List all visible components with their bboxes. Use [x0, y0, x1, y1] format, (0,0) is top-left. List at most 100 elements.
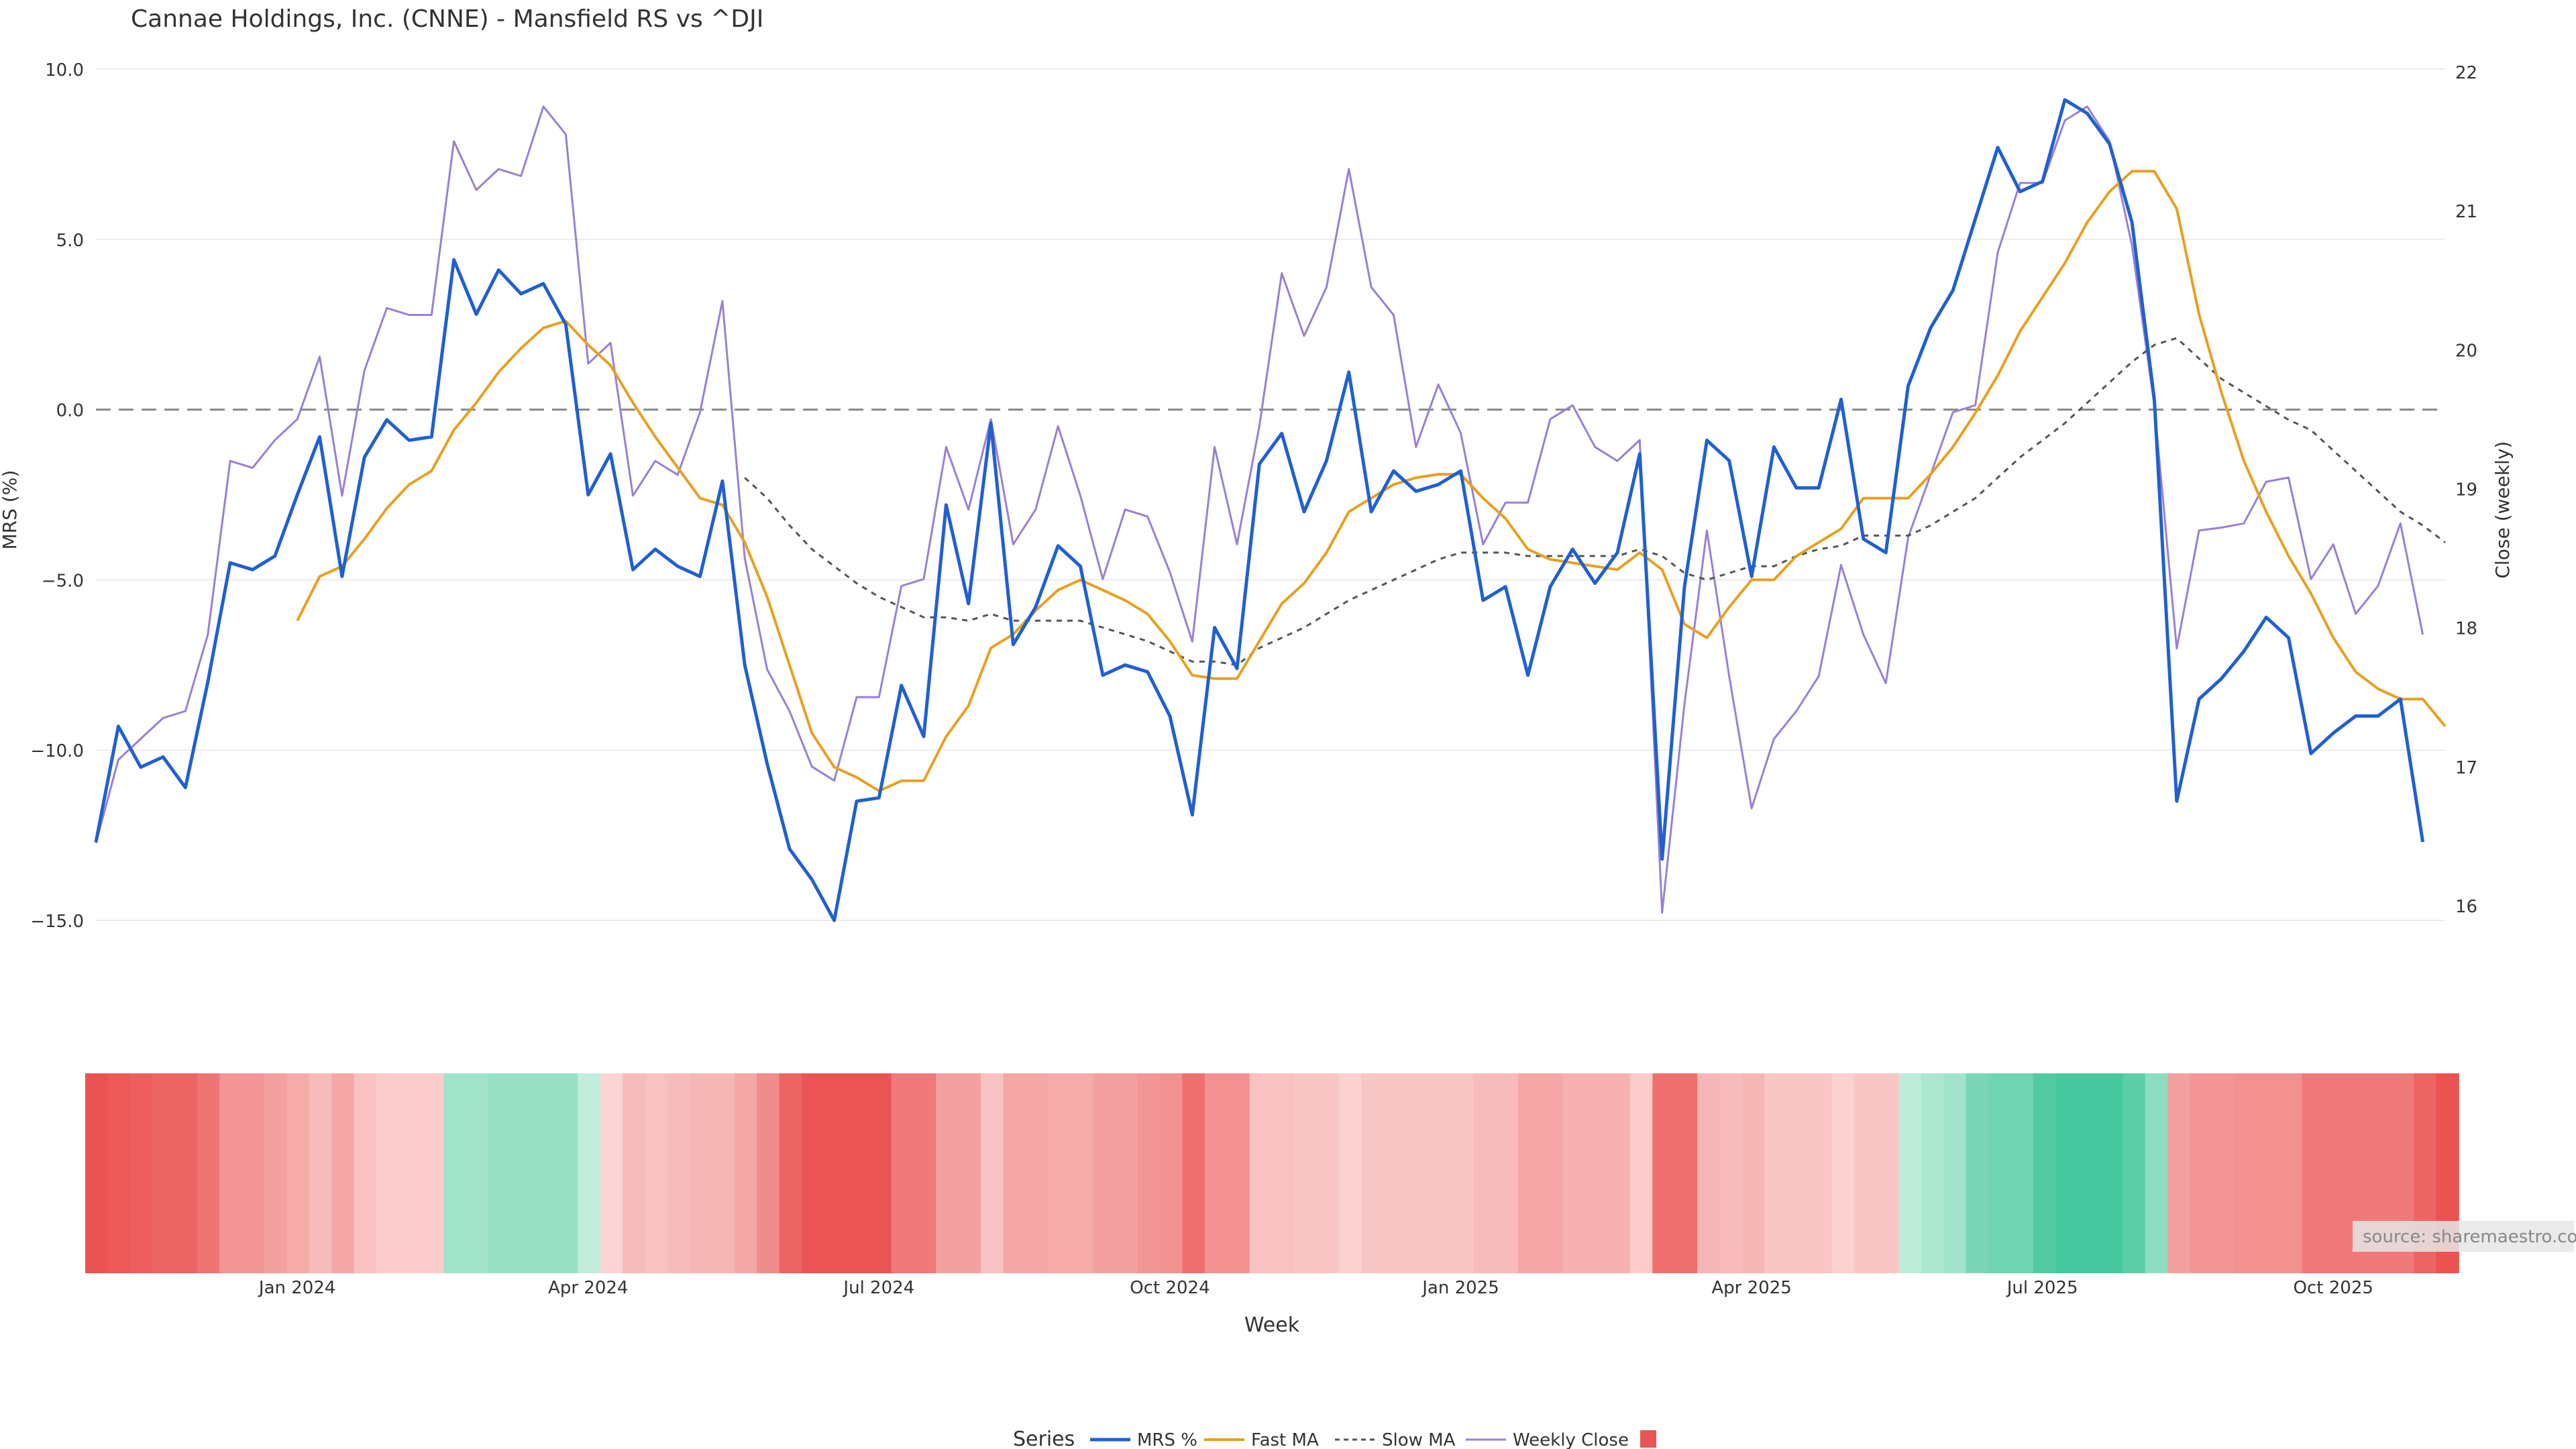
- y2-axis-label: Close (weekly): [2491, 441, 2514, 579]
- y2-tick-label: 17: [2455, 758, 2477, 778]
- legend-item-label: Slow MA: [1382, 1430, 1456, 1449]
- heat-cell: [1876, 1073, 1900, 1273]
- heat-cell: [936, 1073, 959, 1273]
- heat-cell: [1898, 1073, 1922, 1273]
- heat-cell: [824, 1073, 847, 1273]
- heat-cell: [891, 1073, 914, 1273]
- heat-cell: [869, 1073, 892, 1273]
- heat-cell: [1249, 1073, 1273, 1273]
- heat-cell: [623, 1073, 646, 1273]
- x-tick-label: Jul 2025: [2006, 1278, 2078, 1298]
- source-badge: [2353, 1221, 2574, 1252]
- x-tick-label: Jan 2024: [258, 1278, 336, 1298]
- heat-cell: [1182, 1073, 1205, 1273]
- series-line-weekly-close: [95, 105, 2424, 914]
- heat-cell: [2279, 1073, 2303, 1273]
- heat-cell: [376, 1073, 400, 1273]
- heat-cell: [1406, 1073, 1430, 1273]
- heat-cell: [2100, 1073, 2124, 1273]
- heat-cell: [2257, 1073, 2280, 1273]
- x-tick-label: Apr 2024: [548, 1278, 628, 1298]
- heat-cell: [1048, 1073, 1071, 1273]
- heat-cell: [734, 1073, 758, 1273]
- heat-cell: [264, 1073, 288, 1273]
- legend-swatch-heatmap: [1640, 1430, 1656, 1448]
- heat-cell: [1227, 1073, 1250, 1273]
- heat-cell: [913, 1073, 937, 1273]
- heat-cell: [1473, 1073, 1497, 1273]
- heat-cell: [1988, 1073, 2012, 1273]
- y-tick-label: 0.0: [56, 401, 84, 421]
- heat-cell: [85, 1073, 109, 1273]
- heat-cell: [309, 1073, 332, 1273]
- x-axis-label: Week: [1244, 1313, 1300, 1337]
- y-tick-label: −15.0: [30, 912, 84, 932]
- heat-cell: [1137, 1073, 1161, 1273]
- heat-cell: [1585, 1073, 1609, 1273]
- heat-cell: [779, 1073, 802, 1273]
- heat-cell: [1451, 1073, 1474, 1273]
- heat-cell: [2212, 1073, 2236, 1273]
- series-line-mrs: [94, 98, 2425, 922]
- heat-cell: [1025, 1073, 1049, 1273]
- heat-cell: [421, 1073, 444, 1273]
- heat-cell: [667, 1073, 690, 1273]
- heat-cell: [2055, 1073, 2079, 1273]
- heat-cell: [1630, 1073, 1654, 1273]
- x-tick-label: Jan 2025: [1421, 1278, 1499, 1298]
- heat-cell: [757, 1073, 780, 1273]
- heat-cell: [555, 1073, 579, 1273]
- heat-cell: [1003, 1073, 1026, 1273]
- heat-cell: [578, 1073, 601, 1273]
- legend-item-label: Weekly Close: [1513, 1430, 1629, 1449]
- chart-title: Cannae Holdings, Inc. (CNNE) - Mansfield…: [131, 5, 763, 33]
- legend-item-label: Fast MA: [1251, 1430, 1319, 1449]
- x-tick-label: Oct 2024: [1130, 1278, 1210, 1298]
- heat-cell: [1361, 1073, 1385, 1273]
- y-tick-label: 5.0: [56, 231, 84, 251]
- y-tick-label: 10.0: [45, 60, 84, 80]
- heat-cell: [2145, 1073, 2168, 1273]
- y-tick-label: −5.0: [42, 571, 84, 591]
- heat-cell: [1741, 1073, 1766, 1273]
- y2-tick-label: 20: [2455, 341, 2477, 361]
- heat-cell: [2190, 1073, 2213, 1273]
- heat-cell: [981, 1073, 1004, 1273]
- heat-cell: [1697, 1073, 1721, 1273]
- heat-cell: [331, 1073, 355, 1273]
- heat-cell: [600, 1073, 623, 1273]
- heat-cell: [1674, 1073, 1698, 1273]
- heat-cell: [1316, 1073, 1340, 1273]
- heat-cell: [174, 1073, 198, 1273]
- heat-cell: [2235, 1073, 2258, 1273]
- axes: 10.0 5.0 0.0 −5.0 −10.0 −15.0 22 21 20 19 18 17 16 Ja…: [30, 60, 2477, 1298]
- heat-cell: [1831, 1073, 1855, 1273]
- series-lines: [94, 98, 2447, 922]
- series-line-fast-ma: [296, 170, 2447, 793]
- source-label: source: sharemaestro.com: [2363, 1227, 2576, 1247]
- heat-cell: [2123, 1073, 2146, 1273]
- heatmap-strip: [85, 1073, 2459, 1273]
- heat-cell: [1428, 1073, 1452, 1273]
- heat-cell: [1943, 1073, 1967, 1273]
- heat-cell: [846, 1073, 870, 1273]
- x-tick-label: Apr 2025: [1711, 1278, 1791, 1298]
- heat-cell: [1607, 1073, 1631, 1273]
- heat-cell: [712, 1073, 735, 1273]
- heat-cell: [1495, 1073, 1519, 1273]
- heat-cell: [2167, 1073, 2191, 1273]
- y-tick-label: −10.0: [30, 741, 84, 761]
- heat-cell: [645, 1073, 668, 1273]
- legend-item-label: MRS %: [1137, 1430, 1197, 1449]
- heat-cell: [690, 1073, 713, 1273]
- heat-cell: [1809, 1073, 1833, 1273]
- heat-cell: [2078, 1073, 2101, 1273]
- heat-cell: [1383, 1073, 1407, 1273]
- x-tick-label: Oct 2025: [2294, 1278, 2373, 1298]
- heat-cell: [1070, 1073, 1093, 1273]
- heat-cell: [1115, 1073, 1138, 1273]
- y2-tick-label: 16: [2455, 897, 2477, 917]
- heat-cell: [1854, 1073, 1877, 1273]
- heat-cell: [1921, 1073, 1945, 1273]
